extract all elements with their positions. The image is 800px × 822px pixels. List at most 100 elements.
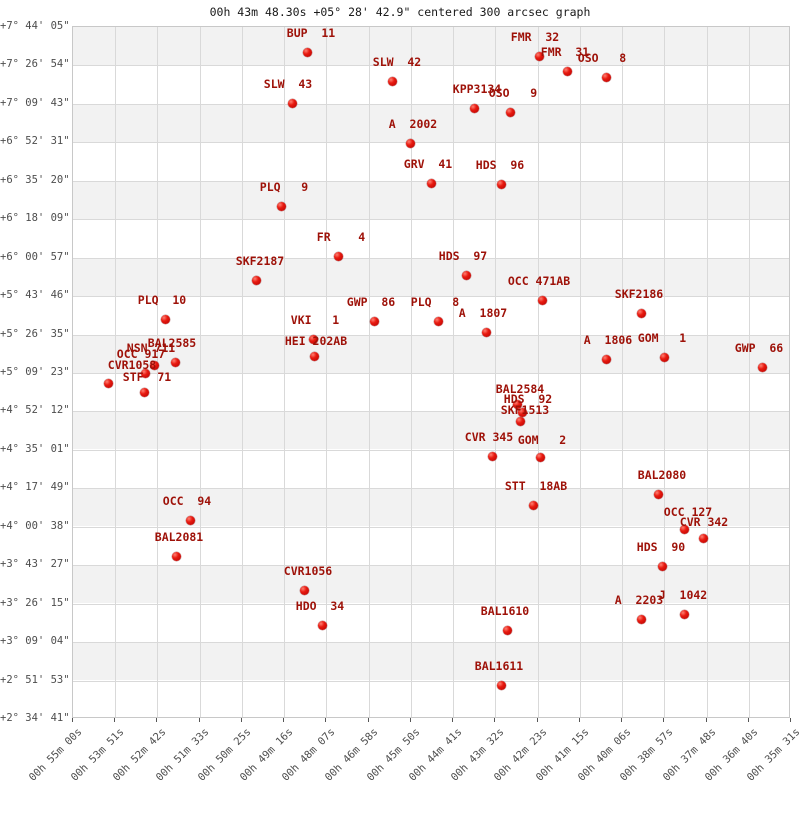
x-axis-tick-mark <box>198 718 200 722</box>
star-point[interactable] <box>636 614 646 624</box>
star-point[interactable] <box>185 515 195 525</box>
gridline-horizontal <box>73 258 789 259</box>
star-point[interactable] <box>461 270 471 280</box>
gridline-horizontal <box>73 219 789 220</box>
background-band <box>73 411 789 449</box>
x-axis-tick-mark <box>494 718 496 722</box>
gridline-horizontal <box>73 642 789 643</box>
star-label: A 1807 <box>458 306 508 320</box>
star-point[interactable] <box>333 251 343 261</box>
star-point[interactable] <box>679 524 689 534</box>
x-axis-tick-mark <box>72 718 73 722</box>
gridline-horizontal <box>73 65 789 66</box>
star-point[interactable] <box>601 354 611 364</box>
star-point[interactable] <box>426 178 436 188</box>
star-label: HDS 96 <box>475 158 525 172</box>
gridline-vertical <box>242 27 243 717</box>
star-label: VKI 1 <box>290 313 340 327</box>
star-point[interactable] <box>512 399 522 409</box>
y-axis-tick-label: +4° 35' 01" <box>0 442 70 455</box>
star-point[interactable] <box>433 316 443 326</box>
star-point[interactable] <box>308 334 318 344</box>
gridline-horizontal <box>73 373 789 374</box>
star-point[interactable] <box>517 407 527 417</box>
star-point[interactable] <box>139 387 149 397</box>
star-point[interactable] <box>505 107 515 117</box>
star-point[interactable] <box>698 533 708 543</box>
star-point[interactable] <box>171 551 181 561</box>
star-point[interactable] <box>679 609 689 619</box>
star-point[interactable] <box>481 327 491 337</box>
star-point[interactable] <box>369 316 379 326</box>
star-point[interactable] <box>309 351 319 361</box>
plot-area[interactable]: BUP 11 SLW 42 FMR 32 FMR 31 OSO 8 SLW 43 KPP31… <box>72 26 790 718</box>
star-point[interactable] <box>251 275 261 285</box>
x-axis-tick-mark <box>156 718 158 722</box>
x-axis-tick-mark <box>790 718 791 722</box>
star-point[interactable] <box>317 620 327 630</box>
gridline-vertical <box>326 27 327 717</box>
y-axis-tick-label: +7° 44' 05" <box>0 20 70 32</box>
x-axis-tick-mark <box>114 718 116 722</box>
star-point[interactable] <box>636 308 646 318</box>
star-point[interactable] <box>534 51 544 61</box>
x-axis-tick-mark <box>283 718 285 722</box>
star-point[interactable] <box>502 625 512 635</box>
star-label: SLW 43 <box>263 77 313 91</box>
star-point[interactable] <box>657 561 667 571</box>
y-axis-tick-label: +5° 43' 46" <box>0 289 70 302</box>
star-point[interactable] <box>528 500 538 510</box>
star-point[interactable] <box>487 451 497 461</box>
star-point[interactable] <box>170 357 180 367</box>
gridline-horizontal <box>73 296 789 297</box>
star-point[interactable] <box>515 416 525 426</box>
x-axis-tick-mark <box>536 718 538 722</box>
star-label: BAL2584 <box>495 382 545 396</box>
y-axis-tick-label: +4° 52' 12" <box>0 404 70 417</box>
x-axis-tick-mark <box>367 718 369 722</box>
star-label: FR 4 <box>316 230 366 244</box>
star-point[interactable] <box>537 295 547 305</box>
x-axis-tick-mark <box>747 718 749 722</box>
background-band <box>73 488 789 526</box>
background-band <box>73 565 789 603</box>
star-point[interactable] <box>405 138 415 148</box>
gridline-vertical <box>284 27 285 717</box>
gridline-vertical <box>707 27 708 717</box>
star-point[interactable] <box>562 66 572 76</box>
gridline-horizontal <box>73 411 789 412</box>
star-point[interactable] <box>535 452 545 462</box>
star-point[interactable] <box>299 585 309 595</box>
star-point[interactable] <box>302 47 312 57</box>
gridline-horizontal <box>73 104 789 105</box>
background-band <box>73 27 789 65</box>
star-point[interactable] <box>149 360 159 370</box>
x-axis-tick-mark <box>240 718 242 722</box>
star-point[interactable] <box>496 680 506 690</box>
gridline-vertical <box>157 27 158 717</box>
y-axis-tick-label: +6° 35' 20" <box>0 173 70 186</box>
star-point[interactable] <box>276 201 286 211</box>
y-axis-tick-label: +6° 52' 31" <box>0 135 70 148</box>
star-point[interactable] <box>103 378 113 388</box>
star-point[interactable] <box>496 179 506 189</box>
star-point[interactable] <box>160 314 170 324</box>
star-point[interactable] <box>659 352 669 362</box>
y-axis-tick-label: +5° 09' 23" <box>0 366 70 378</box>
star-point[interactable] <box>387 76 397 86</box>
star-point[interactable] <box>601 72 611 82</box>
gridline-horizontal <box>73 488 789 489</box>
gridline-vertical <box>538 27 539 717</box>
gridline-vertical <box>580 27 581 717</box>
star-label: GWP 86 <box>346 295 396 309</box>
star-point[interactable] <box>469 103 479 113</box>
star-point[interactable] <box>653 489 663 499</box>
star-point[interactable] <box>287 98 297 108</box>
star-label: OSO 9 <box>488 86 538 100</box>
star-label: HDS 90 <box>636 540 686 554</box>
gridline-horizontal <box>73 604 789 605</box>
y-axis-tick-label: +6° 00' 57" <box>0 250 70 263</box>
star-point[interactable] <box>757 362 767 372</box>
star-point[interactable] <box>140 368 150 378</box>
x-axis-tick-mark <box>705 718 707 722</box>
